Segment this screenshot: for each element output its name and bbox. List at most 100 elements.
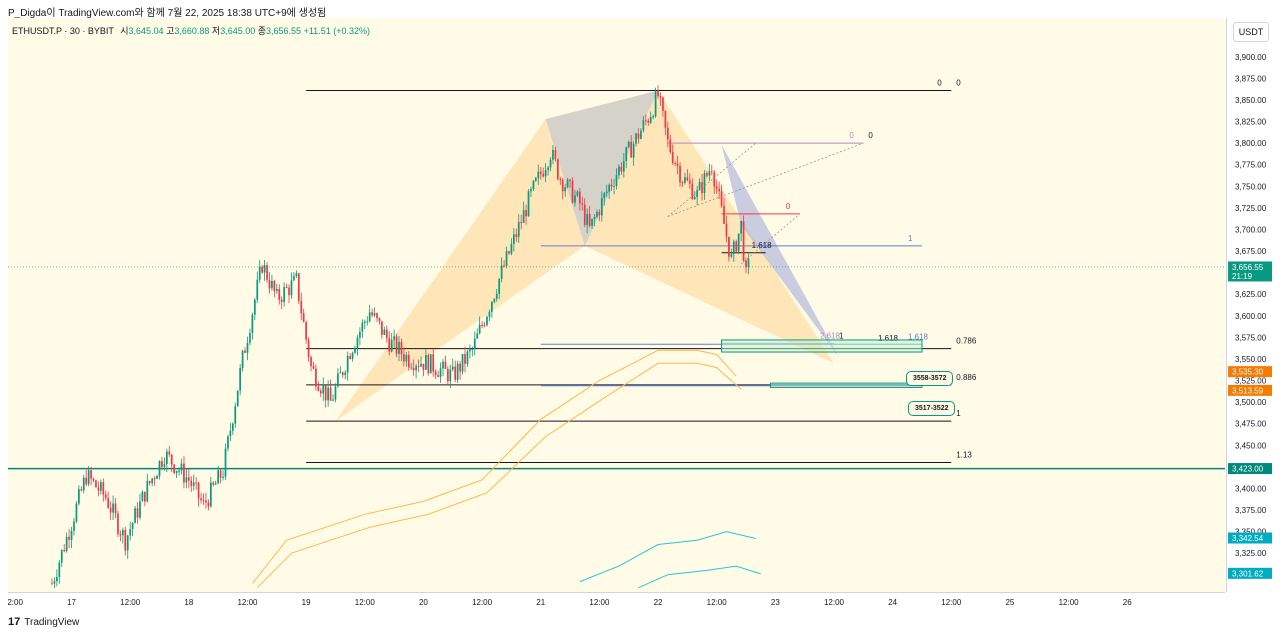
candle bbox=[109, 501, 112, 521]
chart-legend: ETHUSDT.P · 30 · BYBIT 시3,645.04 고3,660.… bbox=[12, 24, 370, 37]
candle-body bbox=[315, 368, 317, 387]
candle-body bbox=[473, 338, 476, 350]
candle bbox=[469, 344, 471, 359]
candle bbox=[256, 271, 259, 304]
candle bbox=[180, 459, 183, 475]
candle-body bbox=[520, 222, 523, 224]
candle-body bbox=[368, 312, 371, 322]
candle bbox=[442, 359, 444, 377]
candle-body bbox=[283, 287, 286, 303]
candle-body bbox=[649, 116, 652, 123]
candle bbox=[322, 377, 325, 401]
candle bbox=[564, 183, 567, 197]
y-tick-label: 3,800.00 bbox=[1235, 139, 1267, 148]
candle bbox=[395, 333, 398, 358]
candle bbox=[586, 208, 589, 234]
y-tick-label: 3,850.00 bbox=[1235, 96, 1267, 105]
candle bbox=[271, 274, 273, 291]
candle bbox=[185, 469, 188, 489]
candle-body bbox=[532, 180, 535, 190]
candle bbox=[508, 250, 510, 255]
candle bbox=[68, 528, 70, 549]
candle bbox=[253, 297, 256, 321]
candle-body bbox=[195, 482, 198, 484]
candle bbox=[637, 128, 640, 144]
candle-body bbox=[278, 288, 281, 300]
candle bbox=[583, 198, 586, 228]
candle bbox=[588, 206, 591, 228]
candle-body bbox=[627, 141, 630, 148]
candle bbox=[312, 361, 315, 370]
candle-body bbox=[305, 322, 307, 340]
candle bbox=[735, 239, 738, 253]
candle bbox=[698, 178, 701, 191]
candle bbox=[214, 480, 217, 485]
candle-body bbox=[622, 161, 625, 172]
candle bbox=[200, 492, 202, 504]
candle bbox=[351, 351, 354, 362]
y-tick-label: 3,475.00 bbox=[1235, 420, 1267, 429]
candle bbox=[344, 370, 347, 380]
candle bbox=[742, 215, 745, 263]
candle-body bbox=[510, 243, 513, 254]
chart-area[interactable]: 000.7860.88611.1311.6181.9020001.6182.61… bbox=[8, 18, 1225, 592]
candle bbox=[161, 456, 163, 471]
candle bbox=[630, 135, 633, 158]
candle bbox=[163, 457, 166, 471]
candle-body bbox=[202, 500, 205, 502]
candle-body bbox=[405, 354, 408, 362]
candle-body bbox=[341, 372, 344, 376]
candle bbox=[78, 485, 80, 506]
candle-body bbox=[693, 197, 696, 199]
candle bbox=[486, 315, 488, 327]
currency-selector[interactable]: USDT bbox=[1233, 22, 1269, 42]
candle bbox=[168, 446, 171, 457]
candle-body bbox=[175, 470, 178, 473]
legend-high-label: 고 bbox=[166, 26, 175, 36]
candle bbox=[684, 172, 686, 185]
candle-body bbox=[134, 508, 136, 524]
candle bbox=[425, 349, 427, 370]
candle bbox=[725, 215, 728, 243]
candle-body bbox=[576, 191, 579, 196]
candle-body bbox=[544, 170, 547, 177]
candle-body bbox=[356, 337, 359, 349]
candlestick-chart[interactable]: 000.7860.88611.1311.6181.9020001.6182.61… bbox=[8, 18, 1225, 592]
candle bbox=[102, 478, 105, 502]
candle-body bbox=[449, 369, 452, 382]
candle-body bbox=[288, 287, 290, 296]
candle-body bbox=[715, 186, 718, 189]
candle bbox=[674, 161, 677, 167]
candle bbox=[605, 184, 608, 197]
candle-body bbox=[239, 367, 242, 391]
candle-body bbox=[73, 521, 75, 531]
candle-body bbox=[92, 478, 95, 481]
legend-change: +11.51 (+0.32%) bbox=[303, 26, 370, 36]
candle-body bbox=[666, 127, 669, 140]
candle-body bbox=[723, 205, 725, 224]
candle-body bbox=[652, 116, 655, 118]
candle bbox=[525, 204, 527, 225]
candle-body bbox=[322, 385, 325, 394]
candle-body bbox=[513, 234, 515, 244]
candle-body bbox=[737, 233, 740, 252]
candle-body bbox=[591, 218, 593, 226]
candle-body bbox=[209, 482, 212, 507]
candle bbox=[513, 228, 515, 252]
candle-body bbox=[410, 367, 413, 369]
y-tick-label: 3,750.00 bbox=[1235, 182, 1267, 191]
legend-symbol[interactable]: ETHUSDT.P · 30 · BYBIT bbox=[12, 26, 114, 36]
candle bbox=[713, 169, 716, 195]
candle-body bbox=[471, 349, 474, 351]
candle-body bbox=[295, 273, 298, 276]
candle bbox=[405, 351, 408, 367]
candle bbox=[231, 422, 234, 435]
candle-body bbox=[165, 451, 168, 465]
candle-body bbox=[363, 321, 366, 323]
candle-body bbox=[361, 322, 364, 332]
candle-body bbox=[319, 390, 322, 394]
time-axis[interactable]: 12:00 17 12:00 18 12:00 19 12:00 20 12:00 21 12:00… bbox=[8, 592, 1225, 611]
price-axis[interactable]: 3,300.003,325.003,350.003,375.003,400.00… bbox=[1226, 18, 1280, 592]
candle bbox=[73, 517, 75, 536]
candle bbox=[241, 349, 244, 372]
